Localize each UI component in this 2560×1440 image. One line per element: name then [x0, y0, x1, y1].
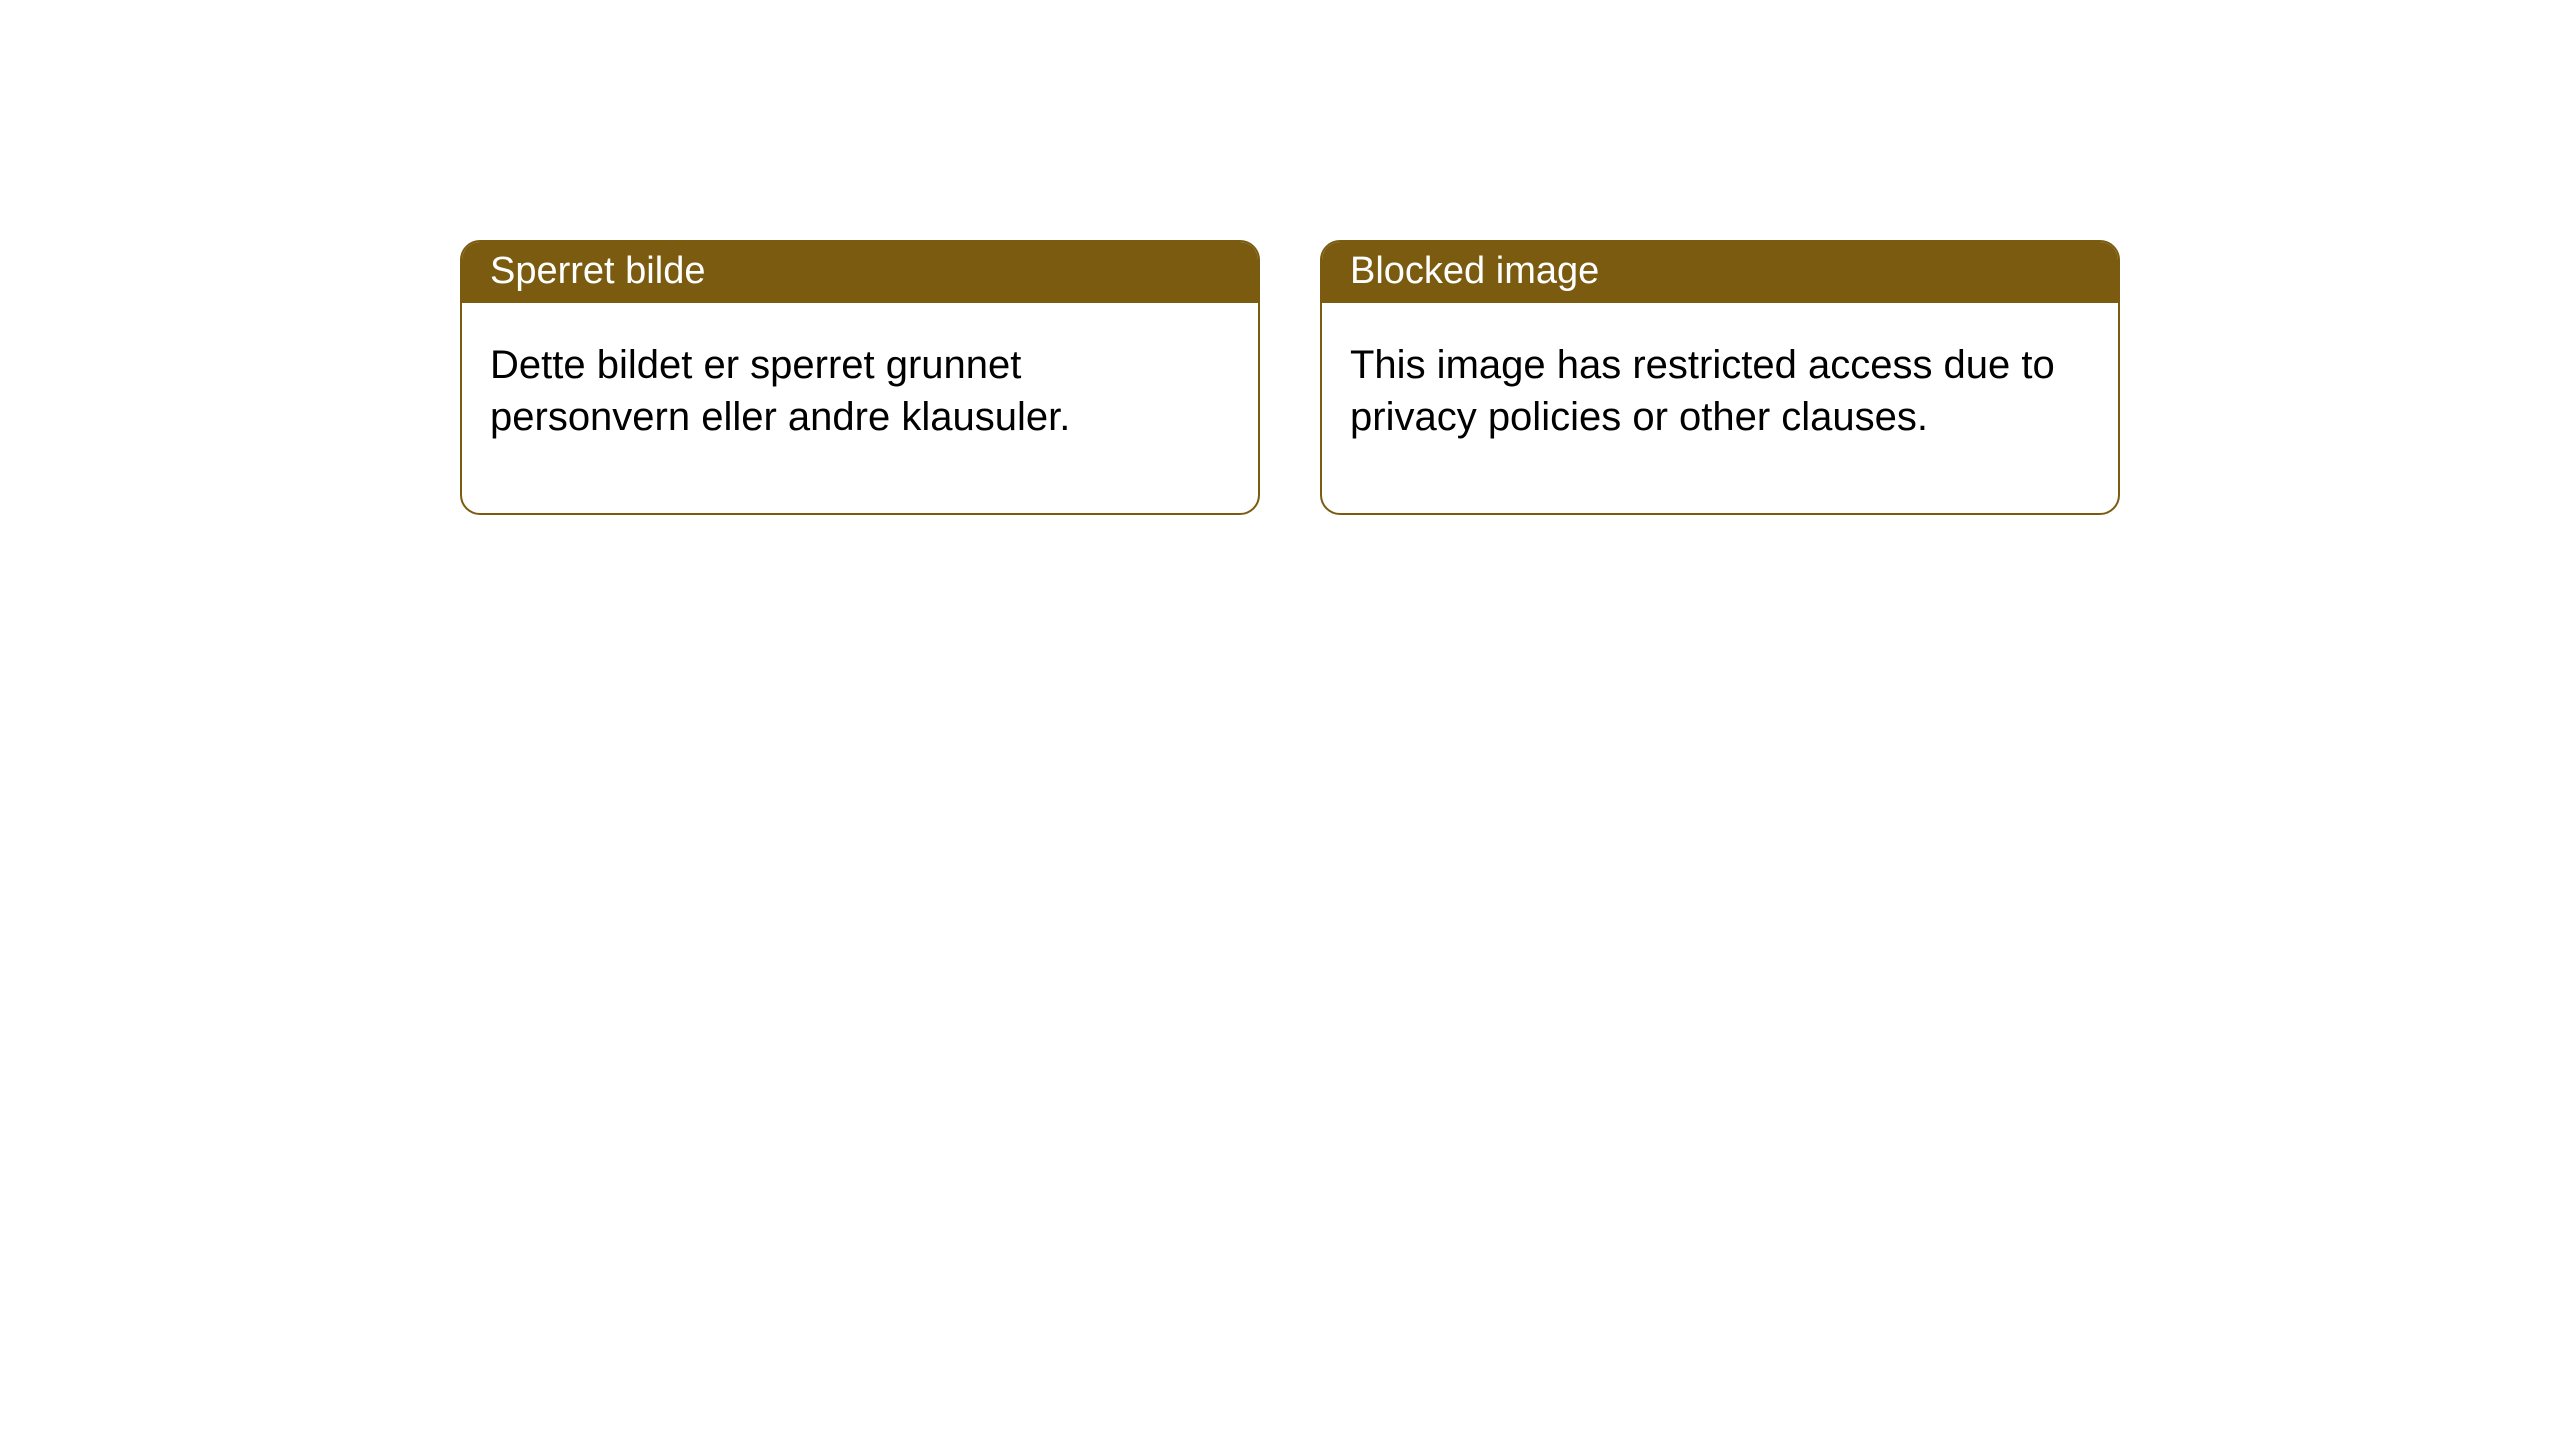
notice-message-english: This image has restricted access due to …: [1322, 303, 2118, 513]
notice-container: Sperret bilde Dette bildet er sperret gr…: [0, 0, 2560, 515]
notice-card-norwegian: Sperret bilde Dette bildet er sperret gr…: [460, 240, 1260, 515]
notice-title-norwegian: Sperret bilde: [462, 242, 1258, 303]
notice-title-english: Blocked image: [1322, 242, 2118, 303]
notice-card-english: Blocked image This image has restricted …: [1320, 240, 2120, 515]
notice-message-norwegian: Dette bildet er sperret grunnet personve…: [462, 303, 1258, 513]
